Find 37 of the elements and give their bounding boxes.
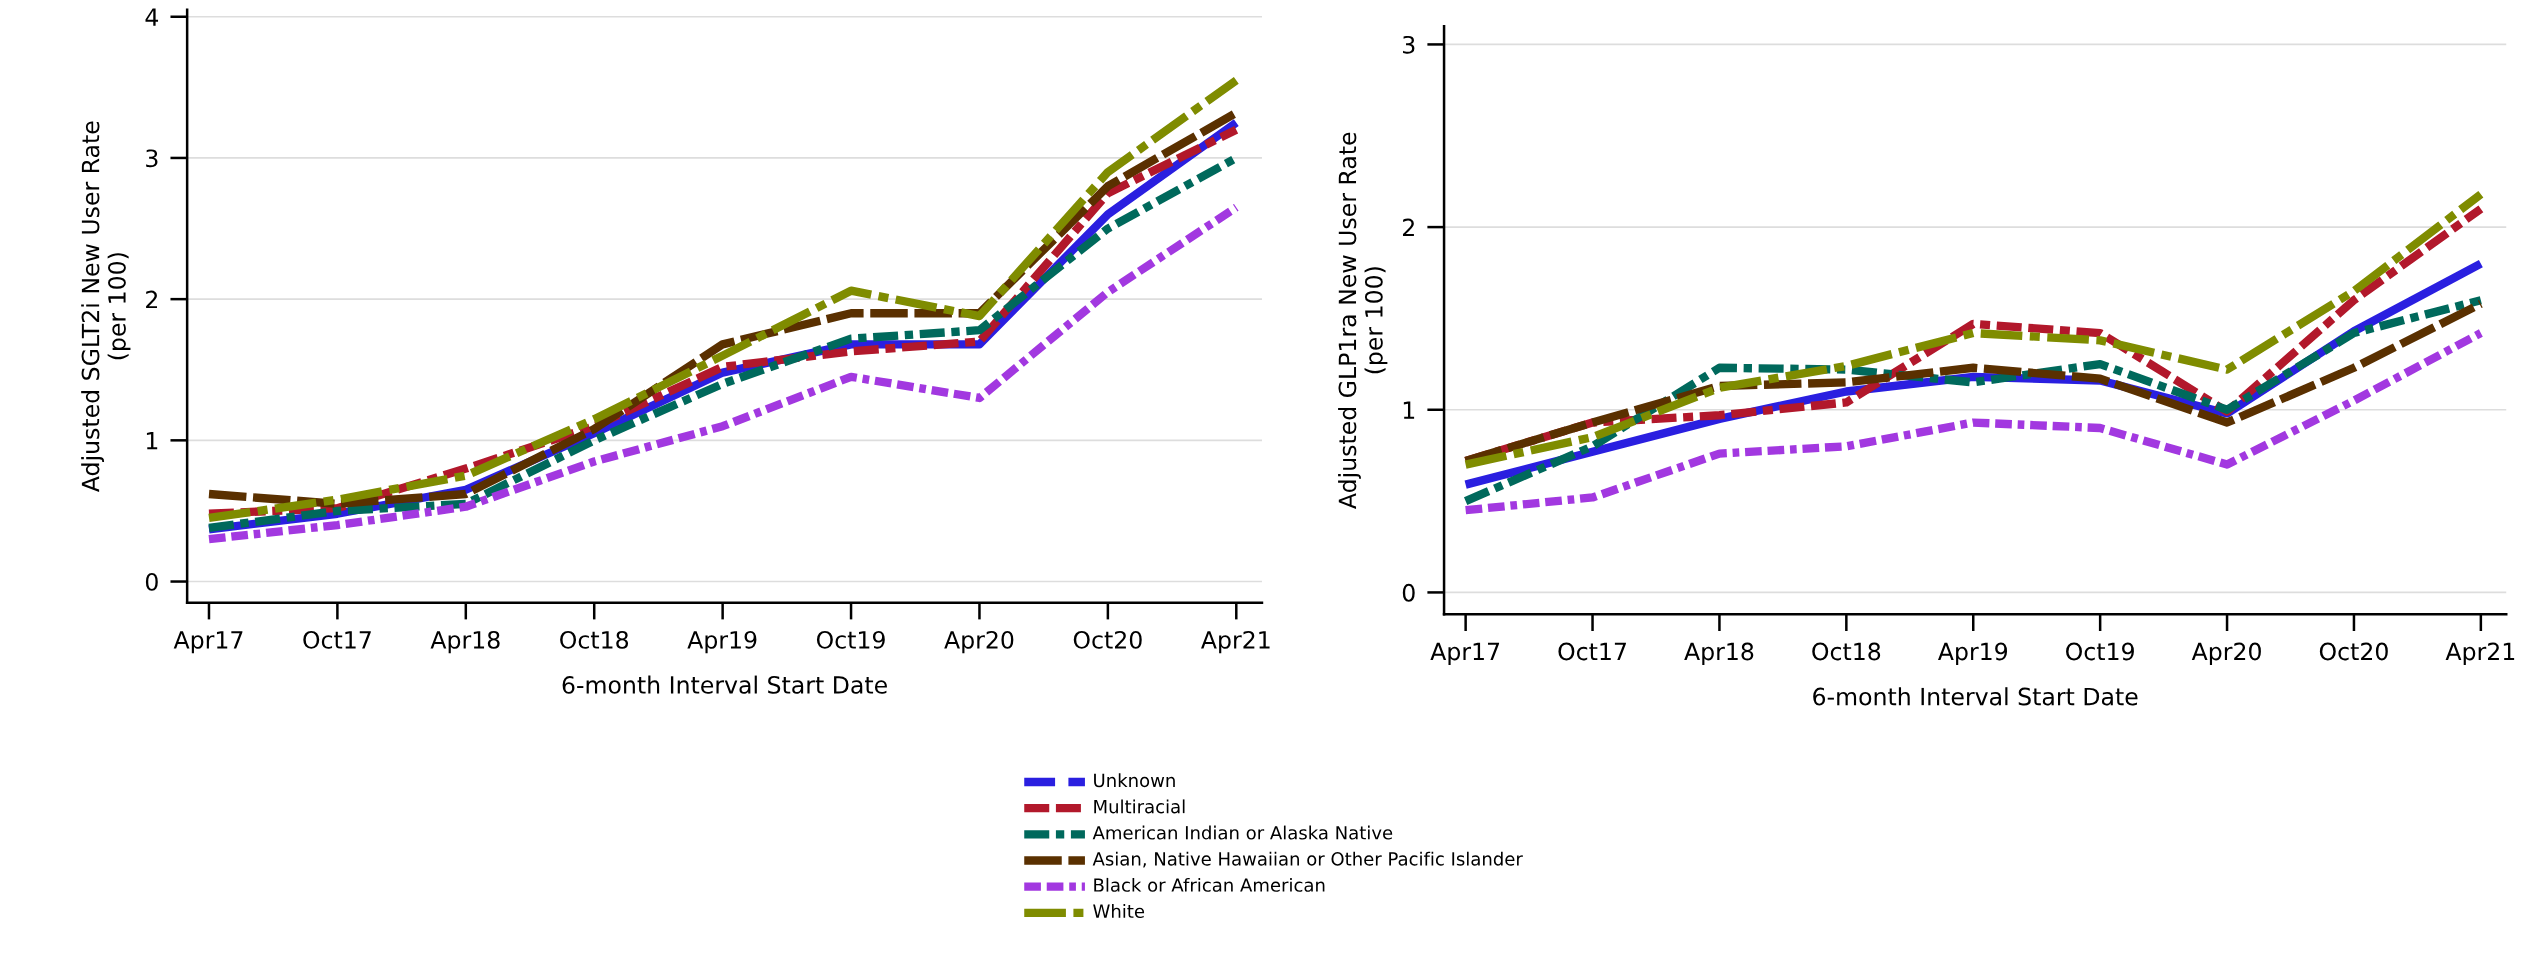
x-tick-label: Oct19 <box>2066 642 2134 661</box>
x-tick-label: Apr20 <box>944 630 1014 654</box>
legend-label: Black or African American <box>1094 877 1325 892</box>
x-tick-label: Apr20 <box>2191 642 2261 665</box>
x-tick-label: Apr21 <box>1201 630 1270 654</box>
x-tick-label: Oct18 <box>1812 642 1881 661</box>
legend-label: White <box>1093 904 1145 919</box>
y-axis-title: Adjusted GLP1ra New User Rate (per 100) <box>1338 132 1388 509</box>
x-tick-label: Apr17 <box>1430 642 1500 665</box>
x-tick-label: Oct18 <box>560 630 629 649</box>
x-tick-label: Apr21 <box>2445 642 2515 665</box>
legend-label: Unknown <box>1094 773 1175 788</box>
x-tick-label: Apr19 <box>687 630 757 654</box>
y-tick-label: 3 <box>146 149 158 168</box>
x-tick-label: Apr17 <box>173 631 243 654</box>
y-axis-title: Adjusted SGLT2i New User Rate (per 100) <box>81 121 131 493</box>
y-tick-label: 1 <box>1403 401 1415 419</box>
legend-label: Multiracial <box>1094 799 1185 814</box>
y-tick-label: 0 <box>1402 583 1415 602</box>
x-tick-label: Apr19 <box>1937 642 2008 665</box>
legend-label: Asian, Native Hawaiian or Other Pacific Islander <box>1092 851 1523 868</box>
x-tick-label: Apr18 <box>430 630 500 654</box>
y-tick-label: 3 <box>1403 35 1415 54</box>
y-tick-label: 1 <box>146 432 158 450</box>
x-axis-title: 6-month Interval Start Date <box>562 675 887 694</box>
x-tick-label: Oct20 <box>1073 630 1142 649</box>
legend-label: American Indian or Alaska Native <box>1092 825 1393 840</box>
y-tick-label: 2 <box>146 290 157 309</box>
y-tick-label: 0 <box>145 572 158 591</box>
x-tick-label: Oct17 <box>303 630 371 649</box>
y-tick-label: 2 <box>1402 218 1414 237</box>
y-tick-label: 4 <box>145 8 159 26</box>
x-tick-label: Oct20 <box>2319 642 2388 661</box>
x-axis-title: 6-month Interval Start Date <box>1813 687 2138 706</box>
x-tick-label: Apr18 <box>1684 642 1754 665</box>
x-tick-label: Oct17 <box>1558 642 1626 661</box>
x-tick-label: Oct19 <box>816 630 885 649</box>
